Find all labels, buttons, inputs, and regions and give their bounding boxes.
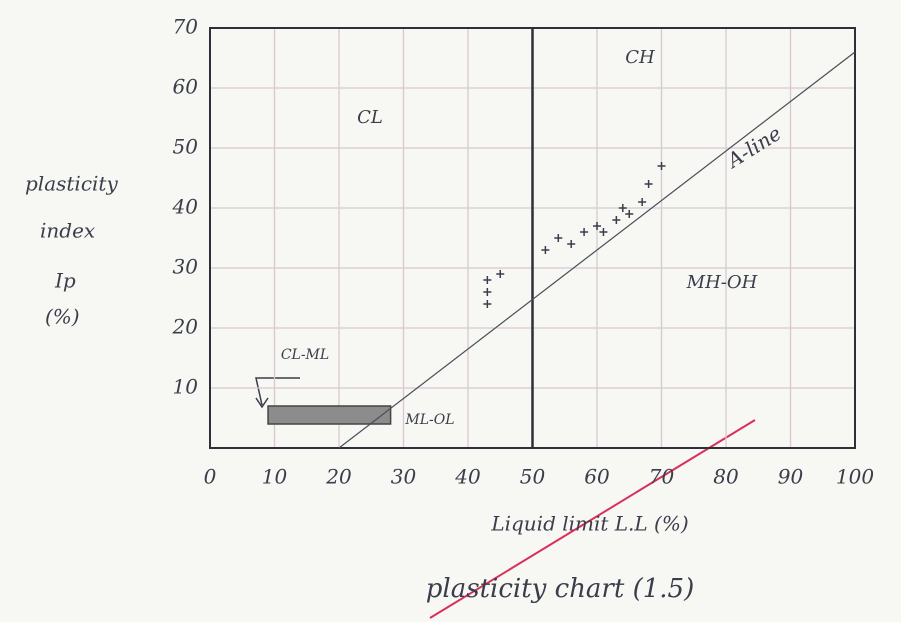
annotation: MH-OH <box>686 272 758 293</box>
point <box>599 228 607 236</box>
x-tick-label: 100 <box>836 465 874 489</box>
annotation: ML-OL <box>404 412 454 428</box>
point <box>619 204 627 212</box>
x-tick-label: 30 <box>391 465 417 489</box>
annotation: CH <box>625 47 655 68</box>
y-axis-label: (%) <box>45 305 80 329</box>
x-tick-label: 50 <box>520 465 546 489</box>
point <box>638 198 646 206</box>
a-line-label: A-line <box>721 121 785 174</box>
y-tick-label: 50 <box>173 135 199 159</box>
y-tick-label: 70 <box>173 15 199 39</box>
point <box>593 222 601 230</box>
y-axis-label: index <box>40 219 95 243</box>
y-tick-label: 20 <box>172 315 199 339</box>
point <box>658 162 666 170</box>
annotation: CL-ML <box>281 347 329 363</box>
point <box>483 288 491 296</box>
point <box>483 276 491 284</box>
point <box>483 300 491 308</box>
point <box>612 216 620 224</box>
chart-title: plasticity chart (1.5) <box>426 574 694 604</box>
x-tick-label: 20 <box>325 465 352 489</box>
x-tick-label: 80 <box>713 465 739 489</box>
point <box>625 210 633 218</box>
point <box>541 246 549 254</box>
chart: plasticity chart (1.5) Liquid limit L.L … <box>0 0 901 622</box>
y-tick-label: 40 <box>172 195 199 219</box>
point <box>567 240 575 248</box>
x-tick-label: 70 <box>649 465 675 489</box>
x-tick-label: 90 <box>778 465 804 489</box>
x-tick-label: 60 <box>584 465 610 489</box>
x-tick-label: 0 <box>204 465 217 489</box>
annotation: CL <box>357 107 383 128</box>
y-tick-label: 10 <box>173 375 199 399</box>
point <box>554 234 562 242</box>
x-tick-label: 10 <box>262 465 288 489</box>
shaded-region <box>268 406 391 424</box>
y-axis-label: Ip <box>54 269 76 293</box>
x-axis-label: Liquid limit L.L (%) <box>490 512 688 536</box>
point <box>645 180 653 188</box>
point <box>580 228 588 236</box>
y-tick-label: 60 <box>173 75 199 99</box>
y-axis-label: plasticity <box>25 172 118 196</box>
arrow <box>256 378 300 407</box>
point <box>496 270 504 278</box>
x-tick-label: 40 <box>454 465 481 489</box>
y-tick-label: 30 <box>173 255 199 279</box>
